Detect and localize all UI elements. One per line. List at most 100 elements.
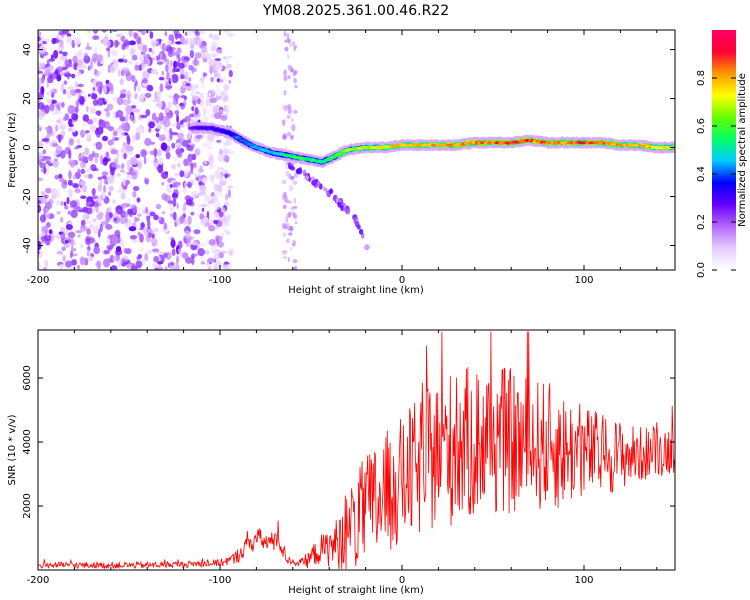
spectral-noise-blob (208, 200, 214, 205)
spectral-noise-blob (95, 110, 102, 116)
spectral-noise-blob (171, 132, 179, 136)
x-tick-label: -200 (27, 575, 50, 586)
spectral-noise-blob (90, 59, 93, 69)
spectral-noise-blob (155, 71, 159, 76)
spectral-noise-blob (87, 30, 91, 34)
spectral-noise-blob (208, 92, 212, 96)
spectral-noise-blob (113, 158, 119, 164)
spectral-noise-blob (164, 30, 168, 37)
spectral-noise-blob (227, 32, 234, 38)
spectral-noise-blob (95, 81, 103, 88)
spectral-noise-blob (200, 45, 208, 53)
spectral-noise-blob (207, 146, 213, 150)
spectral-noise-blob (187, 181, 192, 189)
spectral-noise-blob (85, 207, 93, 215)
spectral-noise-blob (139, 54, 144, 63)
spectral-noise-blob (161, 133, 166, 138)
spectral-noise-blob (178, 247, 182, 254)
spectral-noise-blob (177, 137, 186, 141)
spectral-noise-blob (187, 130, 192, 140)
spectral-noise-blob (85, 221, 92, 225)
spectral-noise-blob (199, 242, 207, 248)
x-tick-label: -100 (209, 575, 232, 586)
spectral-noise-blob (223, 173, 231, 178)
spectral-noise-blob (198, 30, 206, 35)
spectral-noise-blob (199, 213, 205, 220)
spectral-noise-blob (144, 253, 149, 262)
spectral-noise-blob (71, 182, 80, 188)
spectral-noise-blob (200, 191, 207, 196)
spectral-noise-blob (188, 77, 191, 82)
spectral-noise-blob (126, 134, 130, 142)
spectral-noise-blob (159, 83, 164, 93)
x-tick-label: -100 (209, 275, 232, 286)
spectral-noise-blob (125, 212, 128, 218)
spectral-noise-blob (67, 179, 73, 186)
snr-x-label: Height of straight line (km) (288, 585, 424, 596)
spectral-noise-blob (172, 99, 176, 106)
spectral-noise-blob (142, 59, 149, 65)
spectral-noise-blob (58, 42, 65, 52)
colorbar-label: Normalized spectral amplitude (737, 73, 748, 227)
spectral-noise-blob (177, 62, 185, 69)
spectral-noise-blob (165, 64, 169, 73)
spectral-noise-blob (107, 126, 114, 132)
spectral-noise-blob (46, 59, 50, 67)
spectral-band-blob (282, 232, 287, 237)
spectral-noise-blob (109, 254, 115, 264)
snr-y-label: SNR (10 * v/v) (7, 414, 18, 485)
spectral-noise-blob (164, 194, 172, 203)
spectral-noise-blob (184, 37, 189, 46)
spectral-noise-blob (97, 183, 103, 192)
spectral-noise-blob (110, 85, 114, 95)
spectral-noise-blob (186, 139, 192, 144)
spectral-noise-blob (58, 264, 65, 269)
spectral-noise-blob (118, 129, 125, 139)
spectral-noise-blob (122, 99, 129, 106)
spectral-noise-blob (137, 231, 141, 237)
spectral-noise-blob (38, 31, 42, 37)
spectral-noise-blob (176, 255, 179, 265)
spectral-noise-blob (135, 132, 141, 141)
snr-series-line (38, 331, 675, 570)
spectral-noise-blob (135, 35, 140, 40)
x-tick-label: 100 (574, 275, 593, 286)
spectral-noise-blob (117, 58, 124, 63)
spectral-noise-blob (159, 52, 163, 61)
spectral-noise-blob (149, 141, 156, 145)
spectral-noise-blob (67, 189, 73, 195)
spectral-band-blob (291, 176, 295, 179)
spectral-noise-blob (60, 150, 66, 159)
spectral-noise-blob (70, 161, 75, 168)
spectral-band-blob (290, 135, 294, 140)
spectral-noise-blob (72, 127, 76, 133)
spectral-noise-blob (74, 106, 79, 114)
spectral-noise-blob (112, 96, 118, 102)
spectral-noise-blob (38, 70, 44, 74)
spectral-noise-blob (199, 77, 205, 82)
spectral-noise-blob (155, 203, 162, 210)
spectral-noise-blob (105, 110, 111, 118)
spectral-noise-blob (141, 78, 148, 84)
spectral-noise-blob (60, 102, 65, 108)
spectral-noise-blob (98, 86, 103, 95)
spectral-noise-blob (83, 174, 89, 178)
spectral-noise-blob (199, 165, 203, 173)
colorbar-scale (712, 30, 736, 270)
spectral-noise-blob (84, 147, 90, 156)
spectral-noise-blob (188, 64, 193, 71)
spectral-noise-blob (72, 174, 78, 180)
spectral-band-blob (287, 54, 290, 59)
spectral-noise-blob (63, 201, 67, 206)
spectral-noise-blob (52, 143, 59, 147)
spectral-noise-blob (55, 145, 63, 153)
spectral-noise-blob (226, 55, 232, 59)
spectral-noise-blob (132, 108, 141, 113)
spectral-noise-blob (93, 46, 98, 56)
spectral-noise-blob (222, 264, 228, 269)
spectral-noise-blob (86, 252, 90, 256)
spectral-band-blob (286, 131, 292, 137)
spectral-band-blob (287, 108, 292, 115)
spectral-noise-blob (194, 30, 200, 35)
spectral-branch-blob (304, 175, 310, 180)
